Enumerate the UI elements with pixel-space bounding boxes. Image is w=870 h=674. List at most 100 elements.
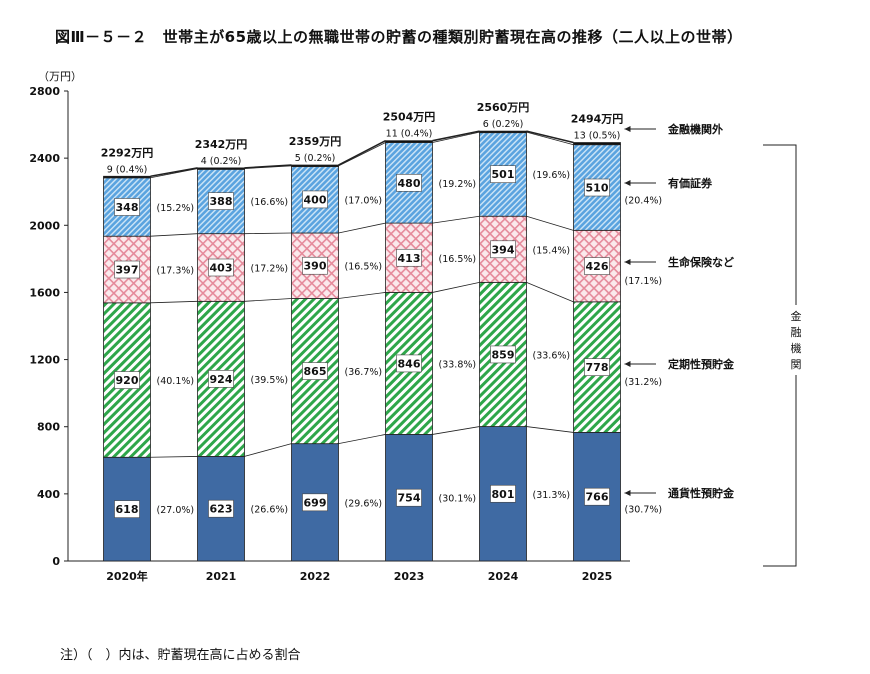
value-label-box bbox=[302, 362, 328, 380]
share-label: 9 (0.4%) bbox=[107, 164, 148, 175]
data-label: 397 bbox=[116, 264, 139, 277]
value-label-box bbox=[208, 499, 234, 518]
share-label: 4 (0.2%) bbox=[201, 156, 242, 167]
share-label: (15.2%) bbox=[157, 203, 195, 214]
share-label: (17.0%) bbox=[345, 195, 383, 206]
y-tick-label: 1600 bbox=[29, 286, 60, 299]
share-label: (33.6%) bbox=[533, 350, 571, 361]
share-label: (19.2%) bbox=[439, 179, 477, 190]
y-tick-label: 2400 bbox=[29, 152, 60, 165]
share-label: (17.2%) bbox=[251, 264, 289, 275]
total-label: 2494万円 bbox=[571, 113, 624, 126]
share-label: (16.5%) bbox=[345, 262, 383, 273]
data-label: 480 bbox=[398, 177, 421, 190]
total-label: 2359万円 bbox=[289, 135, 342, 148]
data-label: 778 bbox=[586, 361, 609, 374]
data-label: 920 bbox=[116, 374, 139, 387]
connector-line bbox=[526, 130, 574, 144]
x-tick-label: 2025 bbox=[582, 570, 613, 583]
x-tick-label: 2022 bbox=[300, 570, 331, 583]
bracket-label-char: 融 bbox=[791, 326, 802, 339]
share-label: (20.4%) bbox=[625, 196, 663, 207]
value-label-box bbox=[584, 358, 610, 376]
total-label: 2292万円 bbox=[101, 146, 154, 159]
connector-line bbox=[432, 131, 480, 143]
value-label-box bbox=[490, 345, 516, 364]
legend-arrow-head bbox=[624, 126, 631, 132]
value-label-box bbox=[584, 257, 610, 275]
data-label: 403 bbox=[210, 262, 233, 275]
share-label: (29.6%) bbox=[345, 498, 383, 509]
data-label: 699 bbox=[304, 496, 327, 509]
connector-line bbox=[150, 300, 198, 304]
data-label: 846 bbox=[398, 357, 421, 370]
value-label-box bbox=[490, 484, 516, 503]
legend-label: 金融機関外 bbox=[667, 122, 723, 136]
y-tick-label: 2000 bbox=[29, 219, 60, 232]
share-label: (31.2%) bbox=[625, 377, 663, 388]
share-label: (19.6%) bbox=[533, 170, 571, 181]
data-label: 618 bbox=[116, 503, 139, 516]
total-label: 2342万円 bbox=[195, 138, 248, 151]
share-label: (30.1%) bbox=[439, 494, 477, 505]
value-label-box bbox=[396, 488, 422, 507]
data-label: 924 bbox=[210, 373, 233, 386]
footnote: 注）（ ）内は、貯蓄現在高に占める割合 bbox=[60, 648, 301, 663]
data-label: 501 bbox=[492, 168, 515, 181]
x-tick-label: 2023 bbox=[394, 570, 425, 583]
connector-line bbox=[338, 139, 386, 166]
bracket-label-char: 関 bbox=[791, 358, 802, 371]
value-label-box bbox=[114, 500, 140, 518]
share-label: (17.1%) bbox=[625, 276, 663, 287]
legend-arrow-head bbox=[624, 490, 631, 496]
value-label-box bbox=[114, 260, 140, 279]
data-label: 801 bbox=[492, 488, 515, 501]
x-tick-label: 2021 bbox=[206, 570, 237, 583]
value-label-box bbox=[396, 174, 422, 192]
y-tick-label: 2800 bbox=[29, 85, 60, 98]
y-tick-label: 0 bbox=[52, 555, 60, 568]
connector-line bbox=[338, 434, 386, 445]
connector-line bbox=[432, 215, 480, 224]
connector-line bbox=[526, 215, 574, 231]
value-label-box bbox=[302, 190, 328, 209]
data-label: 623 bbox=[210, 503, 233, 516]
bar-segment bbox=[103, 175, 151, 179]
connector-line bbox=[432, 130, 480, 142]
data-label: 390 bbox=[304, 260, 327, 273]
data-label: 859 bbox=[492, 348, 515, 361]
connector-line bbox=[338, 142, 386, 167]
y-tick-label: 400 bbox=[37, 488, 60, 501]
connector-line bbox=[432, 426, 480, 435]
connector-line bbox=[526, 426, 574, 433]
bracket-label-char: 金 bbox=[791, 309, 802, 323]
data-label: 754 bbox=[398, 492, 421, 505]
share-label: 6 (0.2%) bbox=[483, 119, 524, 130]
y-tick-label: 800 bbox=[37, 421, 60, 434]
value-label-box bbox=[396, 354, 422, 373]
share-label: (31.3%) bbox=[533, 490, 571, 501]
data-label: 766 bbox=[586, 491, 609, 504]
share-label: (36.7%) bbox=[345, 367, 383, 378]
chart-title: 図Ⅲ－５－２ 世帯主が65歳以上の無職世帯の貯蓄の種類別貯蓄現在高の推移（二人以… bbox=[55, 28, 743, 46]
x-tick-label: 2024 bbox=[488, 570, 519, 583]
share-label: (27.0%) bbox=[157, 505, 195, 516]
data-label: 388 bbox=[210, 195, 233, 208]
connector-line bbox=[150, 233, 198, 237]
value-label-box bbox=[302, 493, 328, 512]
connector-line bbox=[338, 292, 386, 299]
y-axis-unit-label: （万円） bbox=[38, 70, 82, 83]
value-label-box bbox=[396, 248, 422, 267]
connector-line bbox=[244, 164, 292, 169]
legend-arrow-head bbox=[624, 180, 631, 186]
bar-segment bbox=[291, 164, 339, 168]
share-label: (16.5%) bbox=[439, 254, 477, 265]
value-label-box bbox=[114, 198, 140, 216]
value-label-box bbox=[302, 256, 328, 275]
data-label: 510 bbox=[586, 182, 609, 195]
bracket-label-bg bbox=[787, 305, 805, 375]
share-label: (33.8%) bbox=[439, 359, 477, 370]
bar-segment bbox=[573, 142, 621, 146]
y-tick-label: 1200 bbox=[29, 354, 60, 367]
share-label: (15.4%) bbox=[533, 245, 571, 256]
